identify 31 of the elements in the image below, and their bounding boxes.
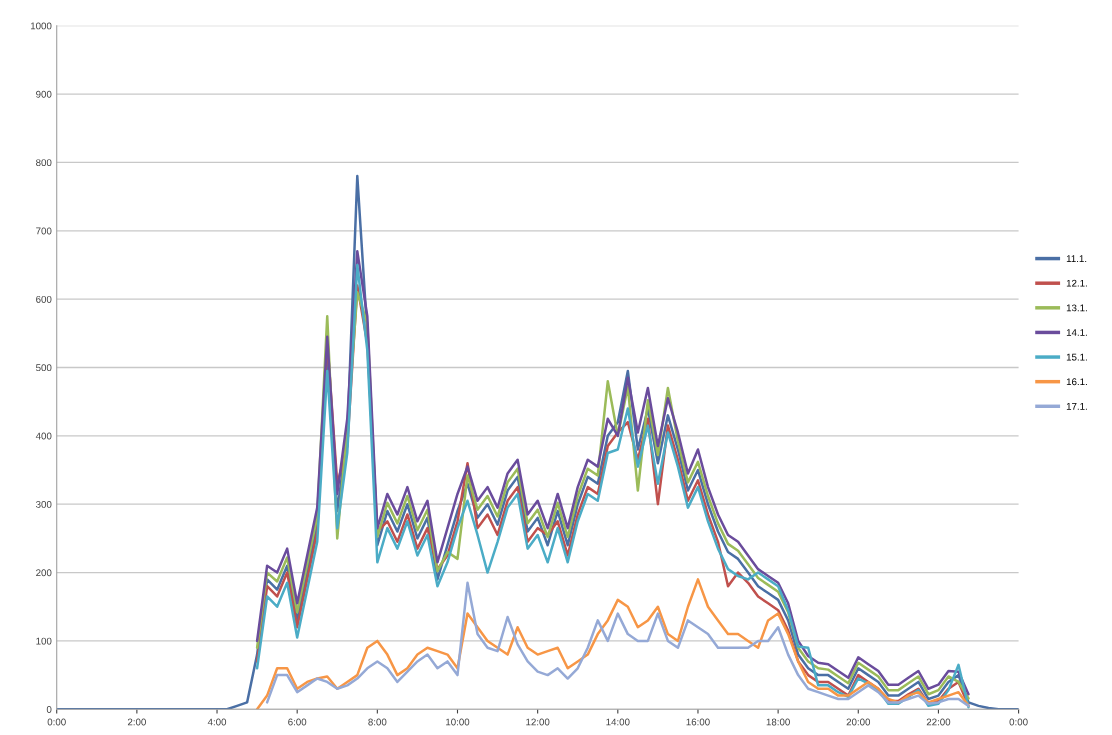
x-tick-label: 8:00 <box>368 718 387 726</box>
y-tick-label: 900 <box>36 90 52 98</box>
legend-label: 14.1. <box>1066 329 1087 336</box>
x-tick-label: 0:00 <box>47 718 66 726</box>
y-tick-label: 800 <box>36 159 52 167</box>
y-tick-label: 600 <box>36 295 52 303</box>
legend-label: 11.1. <box>1066 255 1087 262</box>
y-tick-label: 200 <box>36 569 52 577</box>
y-tick-label: 700 <box>36 227 52 235</box>
legend-label: 15.1. <box>1066 353 1087 361</box>
y-tick-label: 400 <box>35 432 52 440</box>
legend-label: 16.1. <box>1066 378 1087 386</box>
x-tick-label: 14:00 <box>606 718 630 726</box>
legend-label: 17.1. <box>1066 403 1087 410</box>
y-tick-label: 1000 <box>30 22 52 30</box>
x-tick-label: 22:00 <box>926 718 951 726</box>
y-tick-label: 100 <box>36 637 52 645</box>
y-tick-label: 300 <box>36 500 52 508</box>
x-tick-label: 10:00 <box>446 718 470 726</box>
x-tick-label: 0:00 <box>1009 718 1028 726</box>
x-tick-label: 20:00 <box>846 718 871 726</box>
x-tick-label: 12:00 <box>526 718 550 726</box>
y-tick-label: 0 <box>46 706 52 713</box>
legend-label: 13.1. <box>1066 304 1087 312</box>
x-tick-label: 18:00 <box>766 718 790 726</box>
x-tick-label: 4:00 <box>207 718 227 726</box>
y-tick-label: 500 <box>36 364 52 372</box>
x-tick-label: 16:00 <box>686 718 710 726</box>
legend-label: 12.1. <box>1066 279 1087 287</box>
x-tick-label: 2:00 <box>127 718 146 726</box>
x-tick-label: 6:00 <box>288 718 307 726</box>
